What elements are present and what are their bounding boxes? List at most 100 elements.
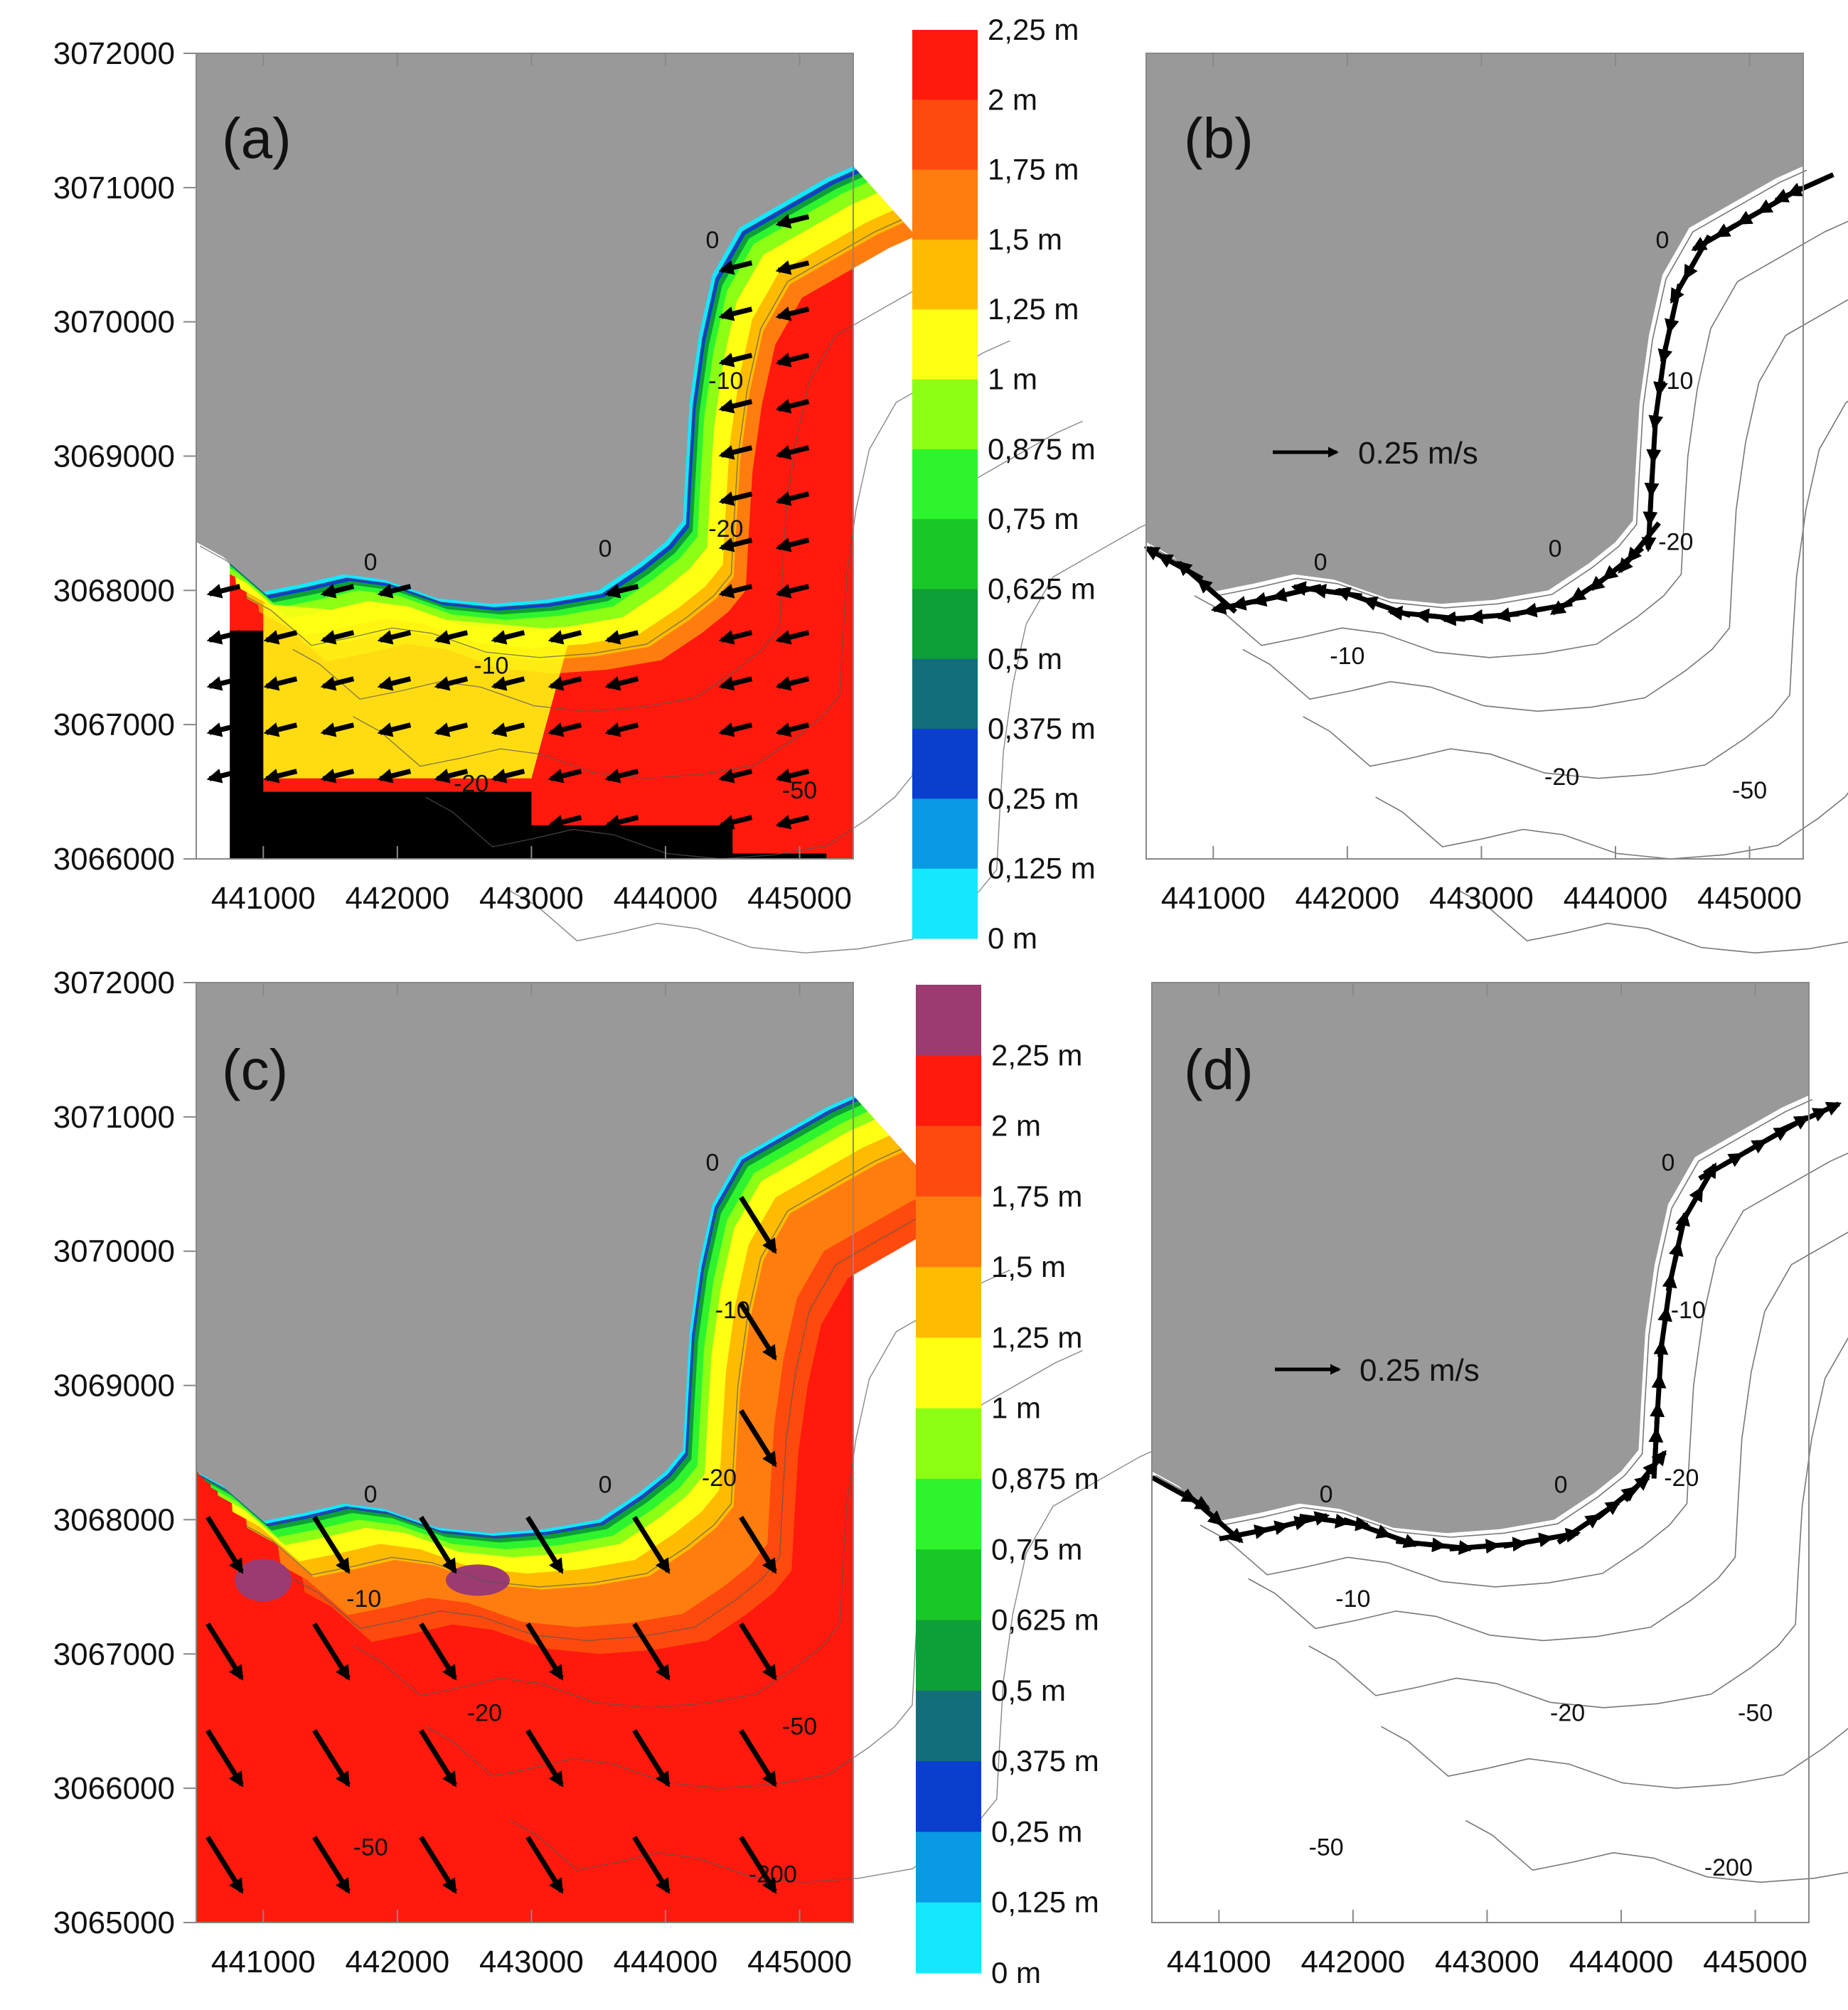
colorbar-swatch bbox=[916, 1267, 981, 1338]
x-tick-label: 444000 bbox=[614, 881, 718, 916]
wave-direction-arrow bbox=[739, 1302, 777, 1361]
wave-direction-arrow bbox=[434, 769, 469, 784]
wave-direction-arrow bbox=[604, 630, 639, 645]
colorbar-label: 1 m bbox=[991, 1391, 1041, 1425]
wave-direction-arrow bbox=[525, 1835, 564, 1894]
wave-direction-arrow bbox=[775, 769, 810, 784]
x-tick-label: 444000 bbox=[1564, 881, 1668, 916]
colorbar-top: 2,25 m 2 m 1,75 m 1,5 m 1,25 m 1 m 0,875 m 0,75… bbox=[912, 13, 1096, 955]
colorbar-label: 0 m bbox=[991, 1956, 1041, 1989]
contour-label: -50 bbox=[782, 777, 817, 804]
wave-direction-arrow bbox=[718, 815, 753, 830]
plot-frame-d bbox=[1151, 982, 1810, 1923]
wave-direction-arrow bbox=[775, 399, 810, 414]
contour-label: -20 bbox=[467, 1700, 502, 1727]
colorbar-label: 0,25 m bbox=[988, 781, 1079, 815]
colorbar-swatch bbox=[912, 658, 978, 729]
wave-direction-arrow bbox=[775, 676, 810, 691]
wave-direction-arrow bbox=[739, 1835, 777, 1894]
x-tick-label: 443000 bbox=[1435, 1945, 1539, 1979]
colorbar-swatch bbox=[912, 798, 978, 870]
colorbar-bottom: 2,25 m 2 m 1,75 m 1,5 m 1,25 m 1 m 0,875 m 0,75… bbox=[916, 985, 1099, 1989]
contour-label: -50 bbox=[1738, 1700, 1773, 1727]
land-area bbox=[1146, 53, 1803, 604]
y-tick-label: 3067000 bbox=[53, 707, 175, 742]
wave-direction-arrow bbox=[548, 815, 582, 830]
colorbar-label: 2 m bbox=[988, 82, 1037, 116]
x-tick-label: 442000 bbox=[1300, 1945, 1405, 1979]
colorbar-label: 0,5 m bbox=[988, 642, 1062, 675]
wave-direction-arrow bbox=[718, 630, 753, 645]
land-area bbox=[196, 983, 853, 1534]
contour-label: 0 bbox=[706, 227, 720, 254]
colorbar-label: 0,5 m bbox=[991, 1674, 1066, 1707]
y-tick-label: 3068000 bbox=[53, 573, 175, 608]
colorbar-swatch bbox=[912, 868, 978, 939]
wave-direction-arrow bbox=[377, 676, 412, 691]
wave-direction-arrow bbox=[263, 676, 298, 691]
contour-label: -10 bbox=[346, 1586, 381, 1613]
y-tick-label: 3069000 bbox=[53, 439, 175, 474]
x-tick-label: 445000 bbox=[1703, 1945, 1807, 1979]
colorbar-label: 0,75 m bbox=[991, 1532, 1082, 1566]
wave-direction-arrow bbox=[434, 630, 469, 645]
y-tick-label: 3072000 bbox=[53, 966, 175, 1000]
colorbar-label: 1,5 m bbox=[991, 1250, 1066, 1283]
wave-direction-arrow bbox=[632, 1515, 671, 1574]
x-tick-label: 444000 bbox=[614, 1945, 718, 1979]
wave-direction-arrow bbox=[205, 1728, 244, 1787]
wave-direction-arrow bbox=[525, 1728, 564, 1787]
wave-height-field-a: 0 00-10-10-20-20 -50 bbox=[196, 53, 1168, 953]
wave-direction-arrow bbox=[548, 769, 582, 784]
wave-direction-arrow bbox=[775, 353, 810, 368]
colorbar-label: 0,375 m bbox=[991, 1744, 1099, 1778]
x-tick-label: 443000 bbox=[1429, 881, 1534, 916]
colorbar-label: 0 m bbox=[988, 921, 1037, 955]
depth-contour bbox=[1308, 1337, 1848, 1709]
depth-contour bbox=[1303, 400, 1848, 779]
wave-direction-arrow bbox=[775, 538, 810, 552]
wave-direction-arrow bbox=[491, 630, 525, 645]
y-tick-label: 3065000 bbox=[53, 1905, 175, 1940]
colorbar-label: 0,25 m bbox=[991, 1814, 1082, 1848]
contour-label: -50 bbox=[1309, 1834, 1344, 1861]
colorbar-swatch bbox=[912, 239, 978, 310]
contour-label: 0 bbox=[1314, 549, 1328, 576]
contour-label: -20 bbox=[708, 515, 743, 542]
y-tick-label: 3071000 bbox=[53, 171, 175, 205]
x-tick-label: 441000 bbox=[1167, 1945, 1271, 1979]
plot-frame-c bbox=[196, 982, 854, 1923]
contour-label: 0 bbox=[599, 535, 612, 562]
colorbar-label: 1,5 m bbox=[988, 223, 1062, 256]
contour-label: 0 bbox=[364, 1481, 378, 1508]
panel-c: 0 00-10-10-20-20 -50-50-200 (c) 441000 4420… bbox=[53, 966, 1168, 1979]
wave-direction-arrow bbox=[312, 1515, 351, 1574]
wave-direction-arrow bbox=[205, 1835, 244, 1894]
depth-contour bbox=[1149, 169, 1807, 609]
wave-direction-arrow bbox=[604, 815, 639, 830]
colorbar-label: 2 m bbox=[991, 1109, 1041, 1143]
wave-direction-arrow bbox=[718, 722, 753, 737]
wave-direction-arrow bbox=[775, 491, 810, 506]
wave-direction-arrow bbox=[775, 630, 810, 645]
wave-direction-arrow bbox=[718, 399, 753, 414]
wave-direction-arrow bbox=[434, 722, 469, 737]
contour-label: -20 bbox=[702, 1465, 737, 1492]
wave-direction-arrow bbox=[604, 676, 639, 691]
depth-contour bbox=[1200, 1153, 1848, 1588]
colorbar-label: 1,75 m bbox=[991, 1180, 1082, 1213]
contour-label: -20 bbox=[1658, 529, 1693, 556]
wave-direction-arrow bbox=[491, 722, 525, 737]
wave-direction-arrow bbox=[419, 1835, 457, 1894]
current-arrow bbox=[1786, 172, 1834, 197]
colorbar-swatch bbox=[916, 1549, 981, 1621]
x-tick-label: 444000 bbox=[1569, 1945, 1674, 1979]
x-tick-label: 442000 bbox=[345, 1945, 449, 1979]
wave-direction-arrow bbox=[320, 630, 355, 645]
masked-area bbox=[230, 630, 827, 859]
colorbar-swatch bbox=[912, 309, 978, 380]
depth-contour bbox=[1381, 1726, 1848, 1789]
depth-contour bbox=[244, 219, 902, 658]
colorbar-swatch bbox=[916, 1832, 981, 1903]
